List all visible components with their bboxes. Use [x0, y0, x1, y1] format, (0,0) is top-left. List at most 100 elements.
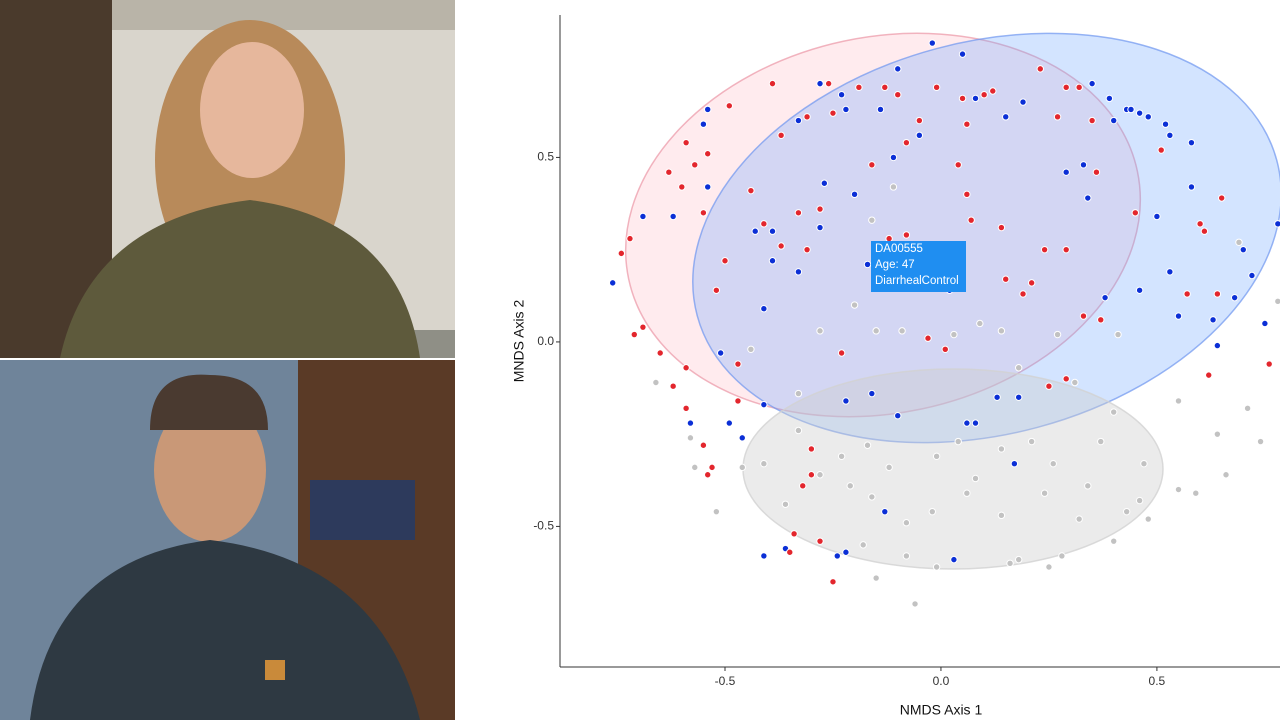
point [902, 519, 911, 527]
point [971, 474, 980, 483]
point [652, 378, 660, 387]
point [794, 116, 803, 125]
point [859, 541, 867, 549]
point [829, 578, 837, 586]
point [1274, 297, 1280, 306]
point [824, 79, 833, 88]
point [855, 83, 863, 92]
point [842, 548, 850, 556]
point [1045, 563, 1053, 571]
point [704, 150, 712, 158]
point [846, 482, 854, 490]
point [881, 83, 889, 92]
point [1217, 194, 1226, 202]
point [1174, 485, 1183, 494]
point [665, 168, 673, 176]
point [656, 349, 664, 357]
point [1243, 404, 1252, 413]
point [889, 153, 898, 162]
point [872, 574, 880, 582]
point [1213, 341, 1222, 350]
point [1131, 209, 1140, 217]
point [786, 548, 794, 556]
point [1114, 330, 1122, 339]
point [1040, 245, 1049, 254]
point [777, 242, 785, 250]
y-axis-title: MNDS Axis 2 [511, 300, 527, 383]
point [1084, 194, 1092, 202]
point [1105, 94, 1114, 103]
video-top [0, 0, 455, 358]
point [885, 463, 893, 472]
point [734, 397, 742, 405]
ellipse-grey [742, 368, 1164, 570]
point [1157, 146, 1165, 154]
plot-area: NMDS Axis 1 MNDS Axis 2 DA00555 Age: 47 … [511, 15, 1280, 718]
point [1196, 220, 1204, 228]
point [1097, 437, 1105, 446]
point [928, 507, 937, 516]
point [954, 161, 962, 169]
point [1110, 408, 1118, 416]
point [894, 412, 902, 420]
point [816, 205, 824, 213]
video-bottom [0, 360, 455, 720]
point [1014, 364, 1023, 372]
x-tick-label: 0.5 [1149, 674, 1166, 688]
point [781, 500, 790, 508]
tooltip-line: Age: 47 [875, 259, 915, 271]
point [1040, 489, 1049, 497]
point [885, 234, 893, 243]
point [699, 441, 708, 449]
point [971, 419, 980, 427]
point [842, 105, 850, 114]
point [807, 445, 816, 453]
point [980, 91, 988, 99]
point [669, 382, 677, 390]
point [1274, 220, 1280, 228]
point [1101, 293, 1109, 302]
point [958, 50, 967, 58]
point [868, 389, 876, 398]
point [1014, 555, 1023, 564]
point [1122, 507, 1131, 516]
point [1019, 98, 1027, 106]
ellipses [624, 32, 1280, 570]
point [803, 113, 811, 121]
tooltip-line: DA00555 [875, 243, 923, 255]
point [816, 327, 824, 335]
tooltip: DA00555 Age: 47 DiarrhealControl [871, 241, 966, 292]
point [639, 212, 647, 221]
point [669, 212, 677, 221]
point [963, 489, 971, 497]
x-axis-title: NMDS Axis 1 [900, 702, 983, 718]
point [837, 91, 846, 99]
ellipse-blue [692, 32, 1280, 444]
point [738, 463, 746, 472]
point [1209, 316, 1217, 324]
point [894, 91, 902, 99]
point [704, 105, 712, 114]
point [1036, 65, 1044, 73]
point [1161, 120, 1170, 128]
point [760, 459, 768, 468]
point [1166, 131, 1174, 139]
point [760, 220, 768, 228]
point [608, 279, 617, 287]
point [950, 330, 958, 339]
point [1088, 79, 1096, 88]
point [760, 305, 768, 313]
point [1261, 319, 1269, 328]
point [842, 397, 850, 405]
point [816, 223, 824, 232]
point [1174, 397, 1183, 405]
point [1153, 212, 1161, 221]
point [889, 183, 898, 191]
point [1075, 83, 1083, 92]
point [1166, 268, 1174, 276]
point [868, 161, 876, 169]
point [699, 120, 708, 128]
point [837, 452, 846, 461]
ellipse-red [624, 32, 1142, 418]
